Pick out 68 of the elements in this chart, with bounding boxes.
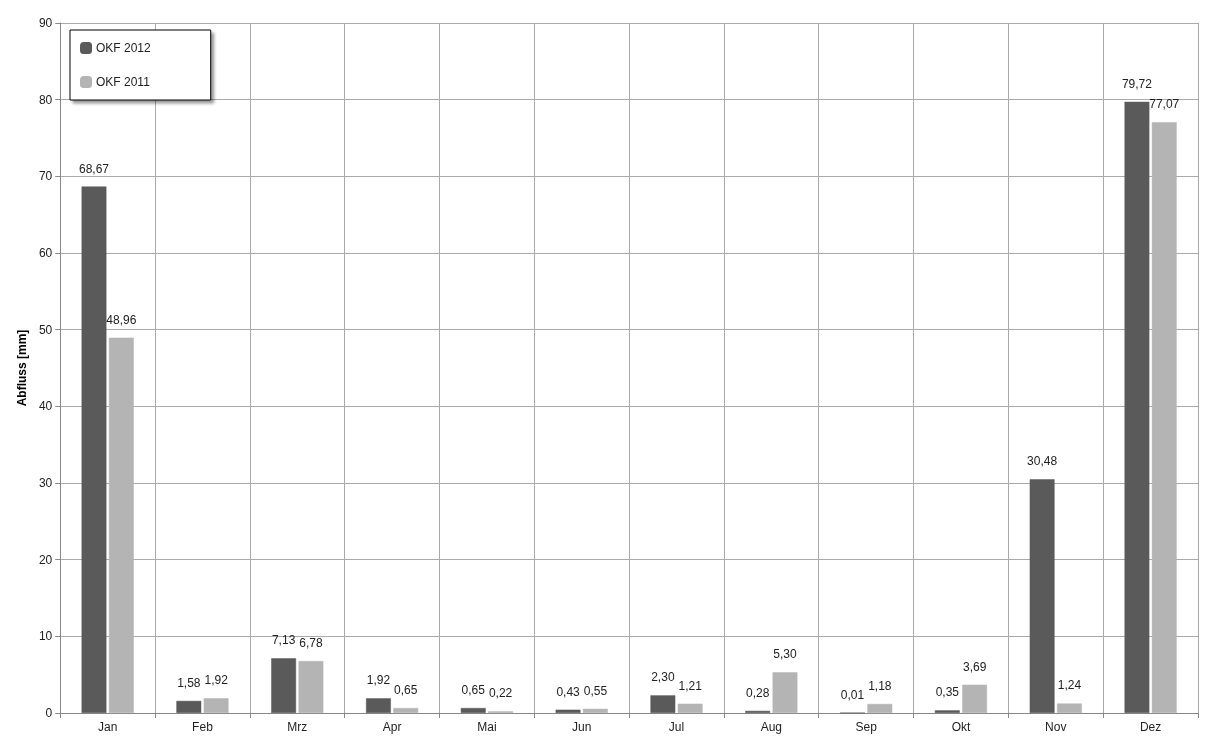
x-tick-label: Okt [951, 720, 971, 734]
bar [81, 186, 107, 713]
data-label: 0,22 [488, 686, 513, 701]
y-tick-label: 50 [38, 322, 53, 337]
x-tick-label: Sep [855, 720, 878, 734]
data-label: 0,65 [394, 683, 418, 698]
data-label: 0,28 [746, 685, 770, 700]
data-label: 6,78 [299, 636, 323, 651]
y-tick-label: 20 [38, 552, 53, 567]
bar [460, 708, 486, 713]
data-label: 48,96 [106, 312, 137, 327]
data-label: 1,58 [177, 675, 201, 690]
bar [1057, 703, 1082, 713]
bar [934, 710, 960, 713]
x-tick-label: Nov [1045, 720, 1067, 734]
data-label: 7,13 [271, 633, 296, 648]
bar [555, 709, 581, 713]
y-tick-label: 70 [38, 169, 53, 184]
data-label: 77,07 [1149, 97, 1180, 112]
data-label: 2,30 [651, 670, 675, 685]
y-axis-title: Abfluss [mm] [15, 329, 29, 407]
data-label: 0,35 [935, 685, 960, 700]
data-label: 79,72 [1121, 76, 1153, 91]
bar [203, 698, 229, 713]
x-tick-label: Mai [477, 720, 497, 734]
data-label: 68,67 [78, 161, 110, 176]
x-tick-label: Feb [192, 720, 214, 734]
y-tick-label: 0 [45, 706, 53, 720]
legend-label: OKF 2011 [96, 75, 151, 89]
y-tick-label: 30 [38, 476, 53, 490]
y-tick-label: 90 [38, 16, 53, 30]
y-tick-label: 80 [38, 92, 53, 107]
y-tick-label: 10 [38, 629, 53, 644]
x-tick-label: Aug [760, 720, 783, 734]
data-label: 0,01 [840, 687, 865, 702]
data-label: 3,69 [962, 659, 987, 674]
y-tick-label: 40 [38, 399, 53, 414]
data-label: 1,92 [366, 673, 391, 688]
bar [366, 698, 391, 713]
bar [176, 700, 202, 713]
data-label: 0,65 [461, 683, 486, 698]
x-tick-label: Dez [1139, 720, 1162, 734]
bar [677, 703, 703, 713]
x-tick-label: Jul [668, 720, 685, 734]
data-label: 5,30 [773, 647, 797, 662]
x-tick-label: Jan [97, 720, 118, 734]
data-label: 0,43 [556, 684, 581, 699]
bar [298, 661, 324, 713]
bar [582, 708, 608, 713]
bar [650, 695, 676, 713]
bar [1124, 101, 1150, 713]
bar [962, 684, 988, 713]
data-label: 1,21 [678, 678, 703, 693]
data-label: 1,92 [204, 673, 229, 688]
bar [1029, 479, 1055, 713]
legend-label: OKF 2012 [96, 41, 152, 55]
bar [772, 672, 798, 713]
x-tick-label: Jun [572, 720, 592, 734]
data-label: 1,18 [868, 678, 892, 693]
x-tick-label: Mrz [287, 720, 308, 734]
bar [393, 708, 419, 713]
data-label: 1,24 [1057, 678, 1082, 693]
bar [271, 658, 297, 713]
bar [867, 703, 893, 713]
data-label: 0,55 [583, 683, 608, 698]
y-tick-label: 60 [38, 246, 53, 260]
x-tick-label: Apr [382, 720, 402, 734]
data-label: 30,48 [1027, 454, 1058, 469]
